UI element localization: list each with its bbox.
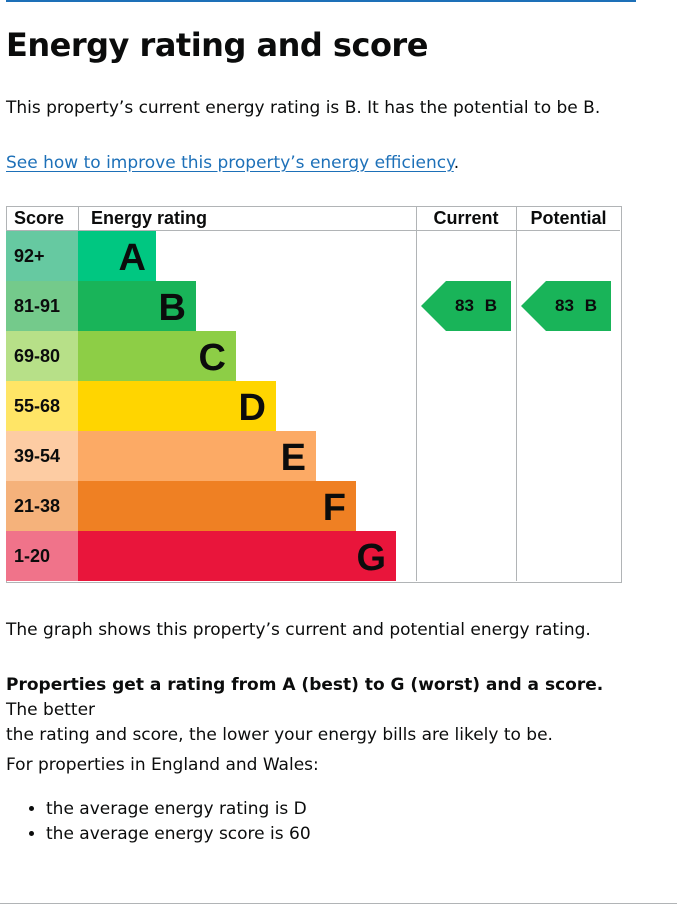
rating-explanation-line2: the rating and score, the lower your ene…: [6, 725, 553, 745]
band-score-d: 55-68: [6, 381, 78, 431]
band-letter-e: E: [280, 437, 306, 479]
intro-text: This property’s current energy rating is…: [6, 98, 601, 118]
band-score-a: 92+: [6, 231, 78, 281]
band-score-f: 21-38: [6, 481, 78, 531]
band-score-c: 69-80: [6, 331, 78, 381]
band-score-b: 81-91: [6, 281, 78, 331]
improve-paragraph: See how to improve this property’s energ…: [6, 151, 459, 176]
band-letter-a: A: [118, 237, 146, 279]
header-divider: [6, 230, 620, 231]
potential-arrow-shape: [521, 281, 611, 331]
divider: [416, 206, 417, 581]
current-rating-label: 83 B: [441, 281, 511, 331]
band-bar-e: E: [78, 431, 316, 481]
band-bar-c: C: [78, 331, 236, 381]
band-row-a: 92+ A: [6, 231, 416, 281]
top-border: [6, 0, 636, 2]
band-row-g: 1-20 G: [6, 531, 416, 581]
band-letter-c: C: [198, 337, 226, 379]
improve-link-suffix: .: [453, 153, 460, 173]
rating-explanation: Properties get a rating from A (best) to…: [6, 673, 636, 748]
current-score: 83: [455, 296, 474, 315]
band-row-f: 21-38 F: [6, 481, 416, 531]
band-bar-d: D: [78, 381, 276, 431]
improve-efficiency-link[interactable]: See how to improve this property’s energ…: [6, 153, 454, 173]
band-letter-f: F: [322, 487, 346, 529]
header-energy-rating: Energy rating: [91, 208, 208, 228]
current-rating-arrow: 83 B: [421, 281, 511, 331]
potential-band: B: [584, 296, 597, 315]
header-score: Score: [14, 208, 65, 228]
band-row-d: 55-68 D: [6, 381, 416, 431]
band-bar-b: B: [78, 281, 196, 331]
rating-explanation-bold: Properties get a rating from A (best) to…: [6, 675, 604, 695]
band-letter-d: D: [238, 387, 266, 429]
averages-list: the average energy rating is D the avera…: [6, 797, 311, 847]
current-band: B: [484, 296, 497, 315]
header-potential: Potential: [530, 208, 607, 228]
band-bar-f: F: [78, 481, 356, 531]
band-letter-b: B: [158, 287, 186, 329]
potential-rating-arrow: 83 B: [521, 281, 611, 331]
band-bar-g: G: [78, 531, 396, 581]
band-bar-a: A: [78, 231, 156, 281]
list-item: the average energy rating is D: [46, 797, 311, 822]
band-row-c: 69-80 C: [6, 331, 416, 381]
band-row-b: 81-91 B: [6, 281, 416, 331]
potential-score: 83: [555, 296, 574, 315]
graph-description: The graph shows this property’s current …: [6, 620, 591, 640]
band-row-e: 39-54 E: [6, 431, 416, 481]
header-current: Current: [433, 208, 499, 228]
band-score-e: 39-54: [6, 431, 78, 481]
rating-explanation-rest: The better: [6, 700, 96, 720]
energy-rating-graph: Score Energy rating Current Potential 92…: [6, 206, 622, 583]
current-arrow-shape: [421, 281, 511, 331]
list-item: the average energy score is 60: [46, 822, 311, 847]
potential-rating-label: 83 B: [541, 281, 611, 331]
band-score-g: 1-20: [6, 531, 78, 581]
band-letter-g: G: [356, 537, 386, 579]
region-note: For properties in England and Wales:: [6, 755, 319, 775]
page-title: Energy rating and score: [6, 26, 428, 64]
bottom-border: [0, 903, 677, 904]
divider: [516, 206, 517, 581]
